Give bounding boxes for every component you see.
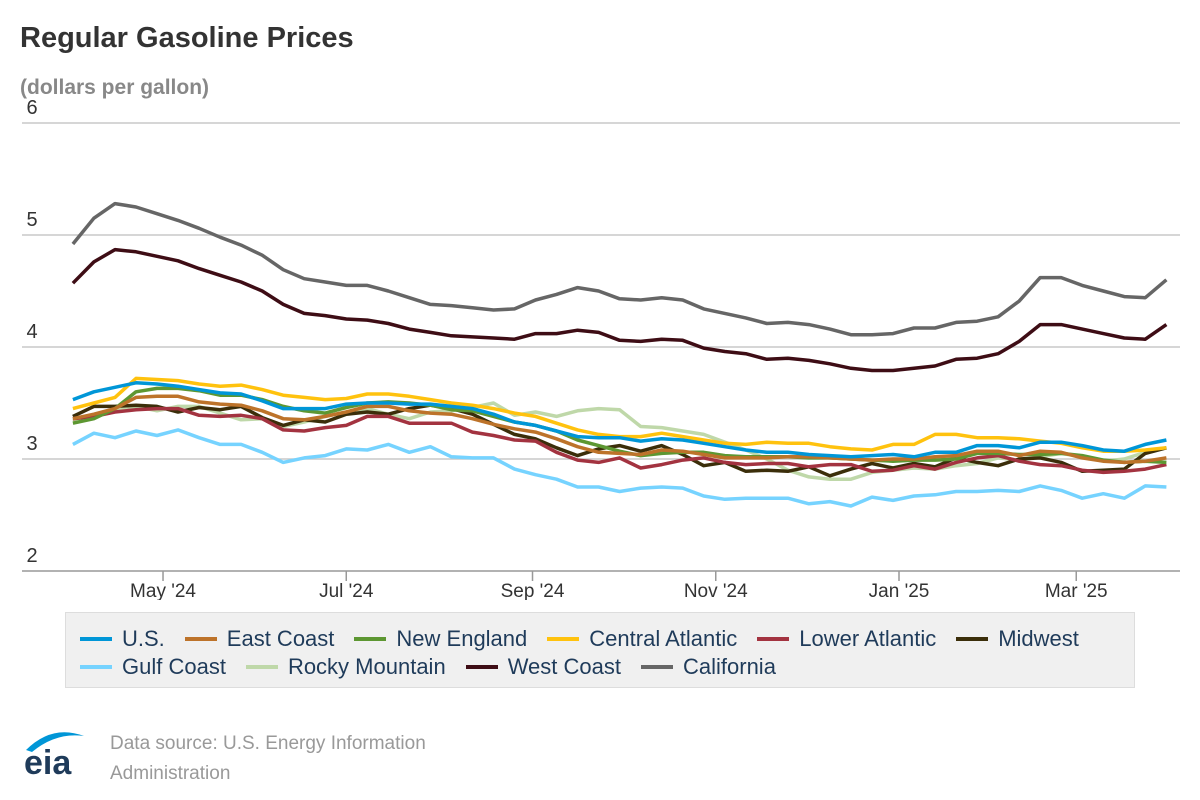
legend-item[interactable]: U.S. [80, 625, 165, 653]
y-tick-label: 5 [26, 209, 37, 231]
svg-text:eia: eia [24, 744, 72, 778]
legend-item[interactable]: Lower Atlantic [757, 625, 936, 653]
chart-title: Regular Gasoline Prices [20, 22, 354, 54]
legend-swatch [80, 665, 112, 669]
legend-item[interactable]: California [641, 653, 776, 681]
legend-swatch [956, 637, 989, 641]
legend-item[interactable]: Gulf Coast [80, 653, 226, 681]
legend-swatch [354, 637, 387, 641]
legend-swatch [184, 637, 217, 641]
series-line-gulf-coast [72, 428, 1167, 508]
legend-swatch [245, 665, 278, 669]
line-chart: 2 3 4 5 6 May '24 Jul '24 Sep '24 Nov '24 Jan '25… [22, 97, 1180, 600]
y-tick-label: 3 [26, 433, 37, 455]
series-line-west-coast [71, 247, 1168, 373]
x-tick-label: Mar '25 [1045, 581, 1108, 600]
x-tick-label: Jul '24 [319, 581, 374, 600]
legend: U.S. East Coast New England Central Atlanti… [65, 612, 1135, 688]
series-line-midwest [72, 403, 1167, 478]
y-tick-label: 2 [26, 545, 37, 567]
legend-swatch [547, 637, 580, 641]
legend-row: U.S. East Coast New England Central Atlanti… [80, 625, 1134, 653]
legend-item[interactable]: West Coast [465, 653, 621, 681]
chart-subtitle: (dollars per gallon) [20, 76, 210, 99]
x-tick-label: Sep '24 [501, 581, 565, 600]
legend-item[interactable]: New England [354, 625, 527, 653]
source-line: Administration [110, 763, 231, 784]
legend-label: New England [396, 626, 528, 651]
legend-item[interactable]: Rocky Mountain [245, 653, 446, 681]
y-tick-label: 4 [26, 321, 37, 343]
legend-label: Gulf Coast [122, 654, 226, 679]
series-line-u-s [72, 381, 1167, 459]
series-line-lower-atlantic [72, 406, 1167, 475]
legend-item[interactable]: Midwest [956, 625, 1079, 653]
legend-label: West Coast [507, 654, 621, 679]
legend-row: Gulf Coast Rocky Mountain West Coast Califo… [80, 653, 1134, 681]
legend-item[interactable]: Central Atlantic [547, 625, 737, 653]
series-line-east-coast [72, 394, 1167, 465]
legend-label: Rocky Mountain [287, 654, 446, 679]
legend-swatch [80, 637, 112, 641]
x-tick-label: May '24 [130, 581, 196, 600]
data-source: Data source: U.S. Energy Information Adm… [110, 729, 426, 789]
legend-swatch [757, 637, 790, 641]
legend-label: Central Atlantic [589, 626, 738, 651]
legend-label: East Coast [226, 626, 335, 651]
legend-label: Midwest [998, 626, 1079, 651]
x-tick-label: Nov '24 [684, 581, 748, 600]
series-line-california [71, 201, 1168, 337]
legend-swatch [641, 665, 673, 669]
source-line: Data source: U.S. Energy Information [110, 733, 426, 754]
legend-item[interactable]: East Coast [184, 625, 335, 653]
y-tick-label: 6 [26, 97, 37, 119]
legend-swatch [465, 665, 498, 669]
legend-label: Lower Atlantic [799, 626, 937, 651]
legend-label: U.S. [122, 626, 165, 651]
x-tick-label: Jan '25 [869, 581, 930, 600]
eia-logo: eia [24, 732, 84, 778]
legend-label: California [683, 654, 776, 679]
